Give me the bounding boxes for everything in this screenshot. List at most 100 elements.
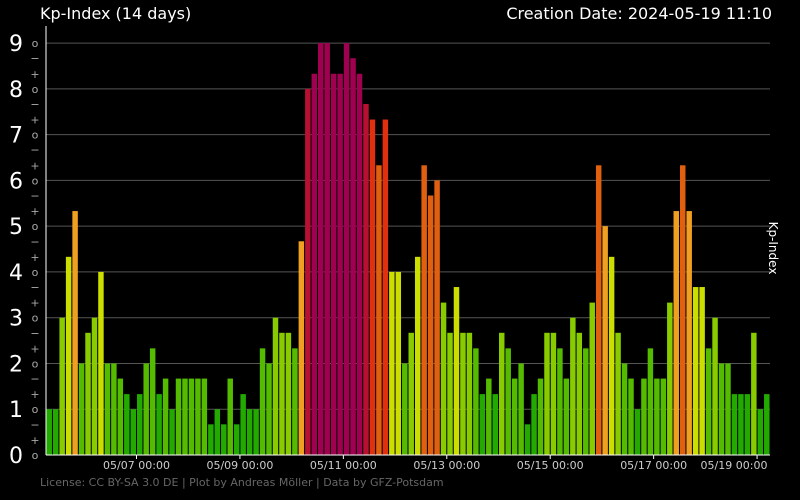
kp-bar <box>692 287 699 455</box>
x-tick-label: 05/09 00:00 <box>206 459 273 472</box>
kp-bar <box>376 165 382 455</box>
kp-bar <box>137 394 143 455</box>
kp-bar <box>259 348 266 455</box>
kp-bar <box>117 378 124 455</box>
kp-bar <box>524 424 531 455</box>
kp-bar <box>595 165 602 455</box>
kp-bar <box>343 43 350 455</box>
kp-bar <box>434 180 440 456</box>
kp-bar <box>221 424 227 455</box>
kp-bar <box>583 348 589 455</box>
kp-bar <box>641 378 647 455</box>
y-tick-label: 0 <box>9 444 23 469</box>
kp-bar <box>660 378 667 455</box>
kp-bar <box>175 378 182 455</box>
kp-bar <box>453 287 460 455</box>
kp-bar <box>369 119 376 456</box>
kp-bar <box>59 317 65 455</box>
kp-bar <box>608 256 615 455</box>
y-minor-label: + <box>30 159 39 172</box>
y-minor-label: o <box>32 129 39 142</box>
kp-bar <box>531 394 537 455</box>
kp-bar <box>492 394 498 455</box>
kp-bar <box>162 378 169 455</box>
kp-bar <box>240 394 246 455</box>
kp-bar <box>298 241 305 455</box>
kp-bar <box>764 394 770 455</box>
y-minor-label: o <box>32 37 39 50</box>
y-minor-label: o <box>32 174 39 187</box>
kp-bar <box>182 378 188 455</box>
kp-bar <box>272 317 279 455</box>
kp-bar <box>169 409 175 455</box>
kp-bar <box>511 378 518 455</box>
kp-bar <box>337 73 343 455</box>
kp-bar <box>208 424 214 455</box>
y-minor-label: − <box>30 373 39 386</box>
y-tick-label: 7 <box>9 124 23 149</box>
kp-bar <box>654 378 660 455</box>
kp-bar <box>440 302 447 455</box>
kp-bar <box>324 43 330 455</box>
kp-bar <box>718 363 725 455</box>
kp-bar <box>72 211 78 455</box>
kp-bar <box>382 119 389 456</box>
y-minor-label: + <box>30 114 39 127</box>
kp-bar <box>195 378 201 455</box>
kp-bar <box>647 348 654 455</box>
kp-bar <box>311 73 317 455</box>
y-minor-label: o <box>32 266 39 279</box>
y-minor-label: + <box>30 434 39 447</box>
kp-bar <box>615 332 621 455</box>
kp-bar <box>557 348 563 455</box>
y-minor-label: + <box>30 297 39 310</box>
kp-bar <box>253 409 259 455</box>
kp-bar <box>576 332 583 455</box>
y-axis-label: Kp-Index <box>766 221 780 275</box>
kp-bar <box>214 409 221 455</box>
y-minor-label: + <box>30 251 39 264</box>
kp-bar <box>78 363 85 455</box>
y-minor-label: + <box>30 68 39 81</box>
x-tick-label: 05/11 00:00 <box>310 459 377 472</box>
y-minor-label: o <box>32 83 39 96</box>
y-tick-label: 4 <box>9 261 23 286</box>
y-tick-label: 3 <box>9 307 23 332</box>
kp-bar <box>563 378 570 455</box>
kp-bar <box>318 43 324 455</box>
kp-bar <box>699 287 705 455</box>
y-minor-label: + <box>30 342 39 355</box>
kp-bar <box>537 378 544 455</box>
kp-bar <box>731 394 738 455</box>
kp-bar <box>550 332 557 455</box>
kp-bar <box>744 394 751 455</box>
kp-bar <box>149 348 156 455</box>
y-minor-label: + <box>30 388 39 401</box>
x-tick-label: 05/13 00:00 <box>413 459 480 472</box>
kp-bar <box>52 409 59 455</box>
y-minor-label: − <box>30 418 39 431</box>
kp-bar <box>499 332 505 455</box>
kp-bar <box>188 378 195 455</box>
kp-bar <box>85 332 91 455</box>
kp-bar <box>414 256 421 455</box>
kp-bar <box>447 332 453 455</box>
kp-bar <box>667 302 673 455</box>
kp-bar <box>350 58 356 456</box>
y-minor-label: o <box>32 312 39 325</box>
kp-bar <box>725 363 731 455</box>
x-tick-label: 05/17 00:00 <box>620 459 687 472</box>
kp-bar <box>279 332 285 455</box>
kp-bar <box>712 317 718 455</box>
kp-bar <box>104 363 111 455</box>
y-tick-label: 8 <box>9 78 23 103</box>
kp-bar <box>330 73 337 455</box>
kp-bar <box>156 394 162 455</box>
y-minor-label: − <box>30 327 39 340</box>
x-tick-label: 05/15 00:00 <box>517 459 584 472</box>
kp-bar <box>233 424 240 455</box>
kp-bar <box>589 302 595 455</box>
kp-bar <box>473 348 479 455</box>
kp-bar <box>505 348 511 455</box>
